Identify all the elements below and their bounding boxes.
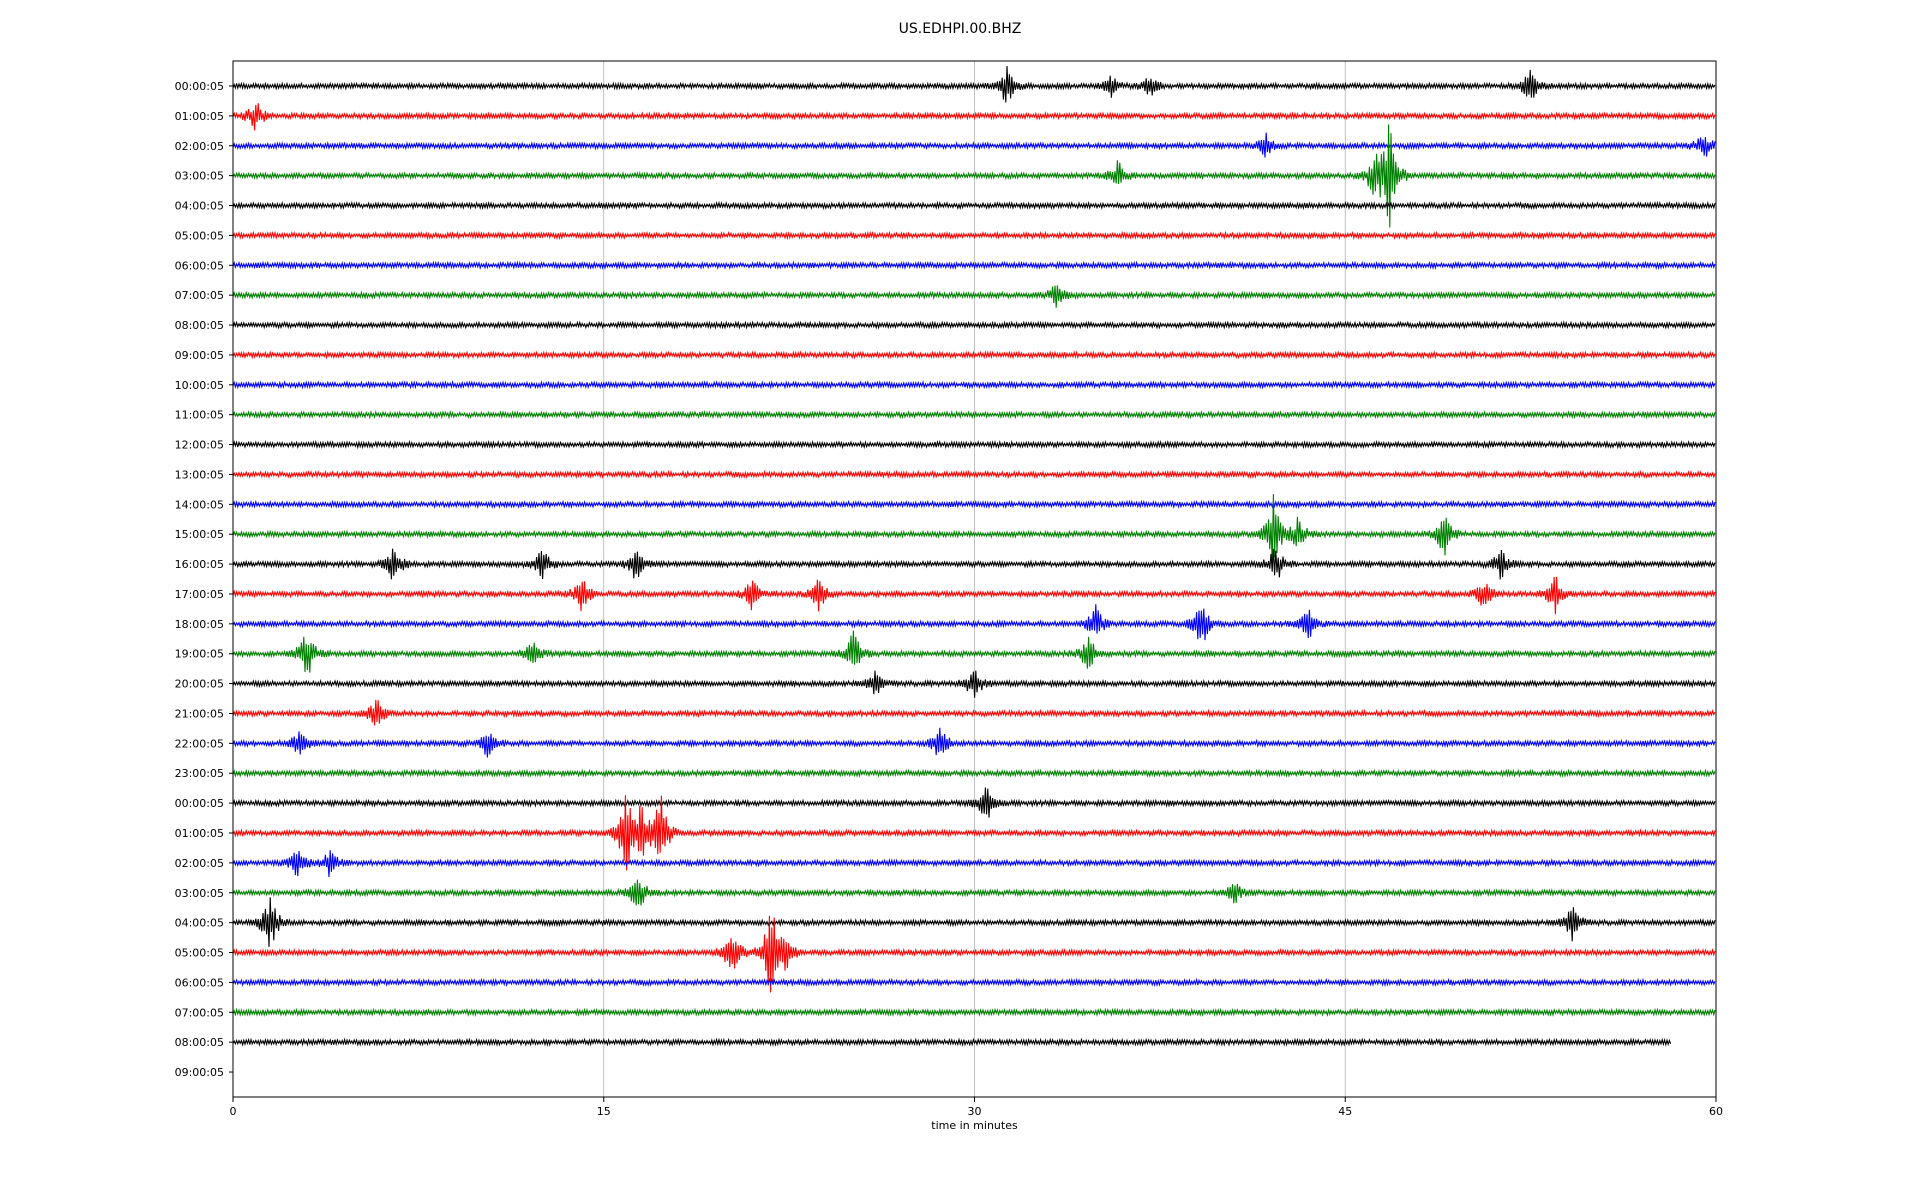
row-time-label: 11:00:05 <box>175 409 224 422</box>
seismic-trace <box>232 1037 1672 1047</box>
seismic-trace <box>232 260 1716 271</box>
row-time-label: 13:00:05 <box>175 468 224 481</box>
seismic-trace <box>232 230 1716 241</box>
seismic-trace <box>232 65 1716 103</box>
seismic-trace <box>232 200 1716 211</box>
row-time-label: 02:00:05 <box>175 857 224 870</box>
row-time-label: 17:00:05 <box>175 588 224 601</box>
seismic-trace <box>232 548 1716 580</box>
row-time-label: 04:00:05 <box>175 200 224 213</box>
row-time-label: 03:00:05 <box>175 170 224 183</box>
row-time-label: 09:00:05 <box>175 349 224 362</box>
y-axis-row-labels: 00:00:05 01:00:05 02:00:05 03:00:05 04:00:05… <box>175 80 233 1079</box>
seismic-trace <box>232 439 1716 450</box>
seismic-trace <box>232 380 1716 390</box>
row-time-label: 16:00:05 <box>175 558 224 571</box>
row-time-label: 06:00:05 <box>175 976 224 989</box>
seismic-trace <box>232 499 1716 510</box>
row-time-label: 15:00:05 <box>175 528 224 541</box>
row-time-label: 08:00:05 <box>175 1036 224 1049</box>
trace-layer <box>232 65 1716 1047</box>
row-time-label: 04:00:05 <box>175 917 224 930</box>
row-time-label: 08:00:05 <box>175 319 224 332</box>
row-time-label: 09:00:05 <box>175 1066 224 1079</box>
row-time-label: 12:00:05 <box>175 439 224 452</box>
row-time-label: 19:00:05 <box>175 648 224 661</box>
seismic-trace <box>232 787 1716 818</box>
row-time-label: 06:00:05 <box>175 259 224 272</box>
row-time-label: 10:00:05 <box>175 379 224 392</box>
row-time-label: 00:00:05 <box>175 80 224 93</box>
x-tick-label: 15 <box>597 1105 611 1118</box>
seismic-trace <box>232 1007 1716 1018</box>
x-tick-label: 0 <box>230 1105 237 1118</box>
row-time-label: 22:00:05 <box>175 737 224 750</box>
seismic-trace <box>232 469 1716 480</box>
chart-title: US.EDHPI.00.BHZ <box>898 21 1022 37</box>
row-time-label: 18:00:05 <box>175 618 224 631</box>
row-time-label: 07:00:05 <box>175 289 224 302</box>
x-axis-label: time in minutes <box>931 1119 1018 1132</box>
seismic-trace <box>232 977 1716 988</box>
row-time-label: 01:00:05 <box>175 827 224 840</box>
row-time-label: 20:00:05 <box>175 678 224 691</box>
seismic-trace <box>232 124 1716 228</box>
seismic-trace <box>232 879 1716 906</box>
seismic-trace <box>232 897 1716 947</box>
seismic-trace <box>232 670 1716 698</box>
seismic-trace <box>232 494 1716 563</box>
seismic-trace <box>232 320 1716 330</box>
row-time-label: 21:00:05 <box>175 707 224 720</box>
seismic-trace <box>232 795 1716 871</box>
seismic-trace <box>232 132 1716 158</box>
seismic-trace <box>232 409 1716 420</box>
row-time-label: 07:00:05 <box>175 1006 224 1019</box>
seismic-trace <box>232 604 1716 641</box>
seismic-trace <box>232 915 1716 993</box>
seismic-trace <box>232 350 1716 360</box>
row-time-label: 23:00:05 <box>175 767 224 780</box>
row-time-label: 05:00:05 <box>175 947 224 960</box>
row-time-label: 05:00:05 <box>175 229 224 242</box>
x-tick-label: 60 <box>1709 1105 1723 1118</box>
row-time-label: 02:00:05 <box>175 140 224 153</box>
grid-lines <box>603 61 1346 1097</box>
seismic-trace <box>232 285 1716 308</box>
seismic-trace <box>232 103 1716 131</box>
row-time-label: 03:00:05 <box>175 887 224 900</box>
x-tick-label: 45 <box>1338 1105 1352 1118</box>
seismic-trace <box>232 630 1716 673</box>
row-time-label: 01:00:05 <box>175 110 224 123</box>
x-axis: 0 15 30 45 60 <box>230 1097 1723 1118</box>
seismic-trace <box>232 576 1716 615</box>
row-time-label: 00:00:05 <box>175 797 224 810</box>
seismic-trace <box>232 727 1716 758</box>
seismic-trace <box>232 850 1716 878</box>
seismic-trace <box>232 768 1716 778</box>
x-tick-label: 30 <box>968 1105 982 1118</box>
row-time-label: 14:00:05 <box>175 498 224 511</box>
seismic-trace <box>232 699 1716 726</box>
